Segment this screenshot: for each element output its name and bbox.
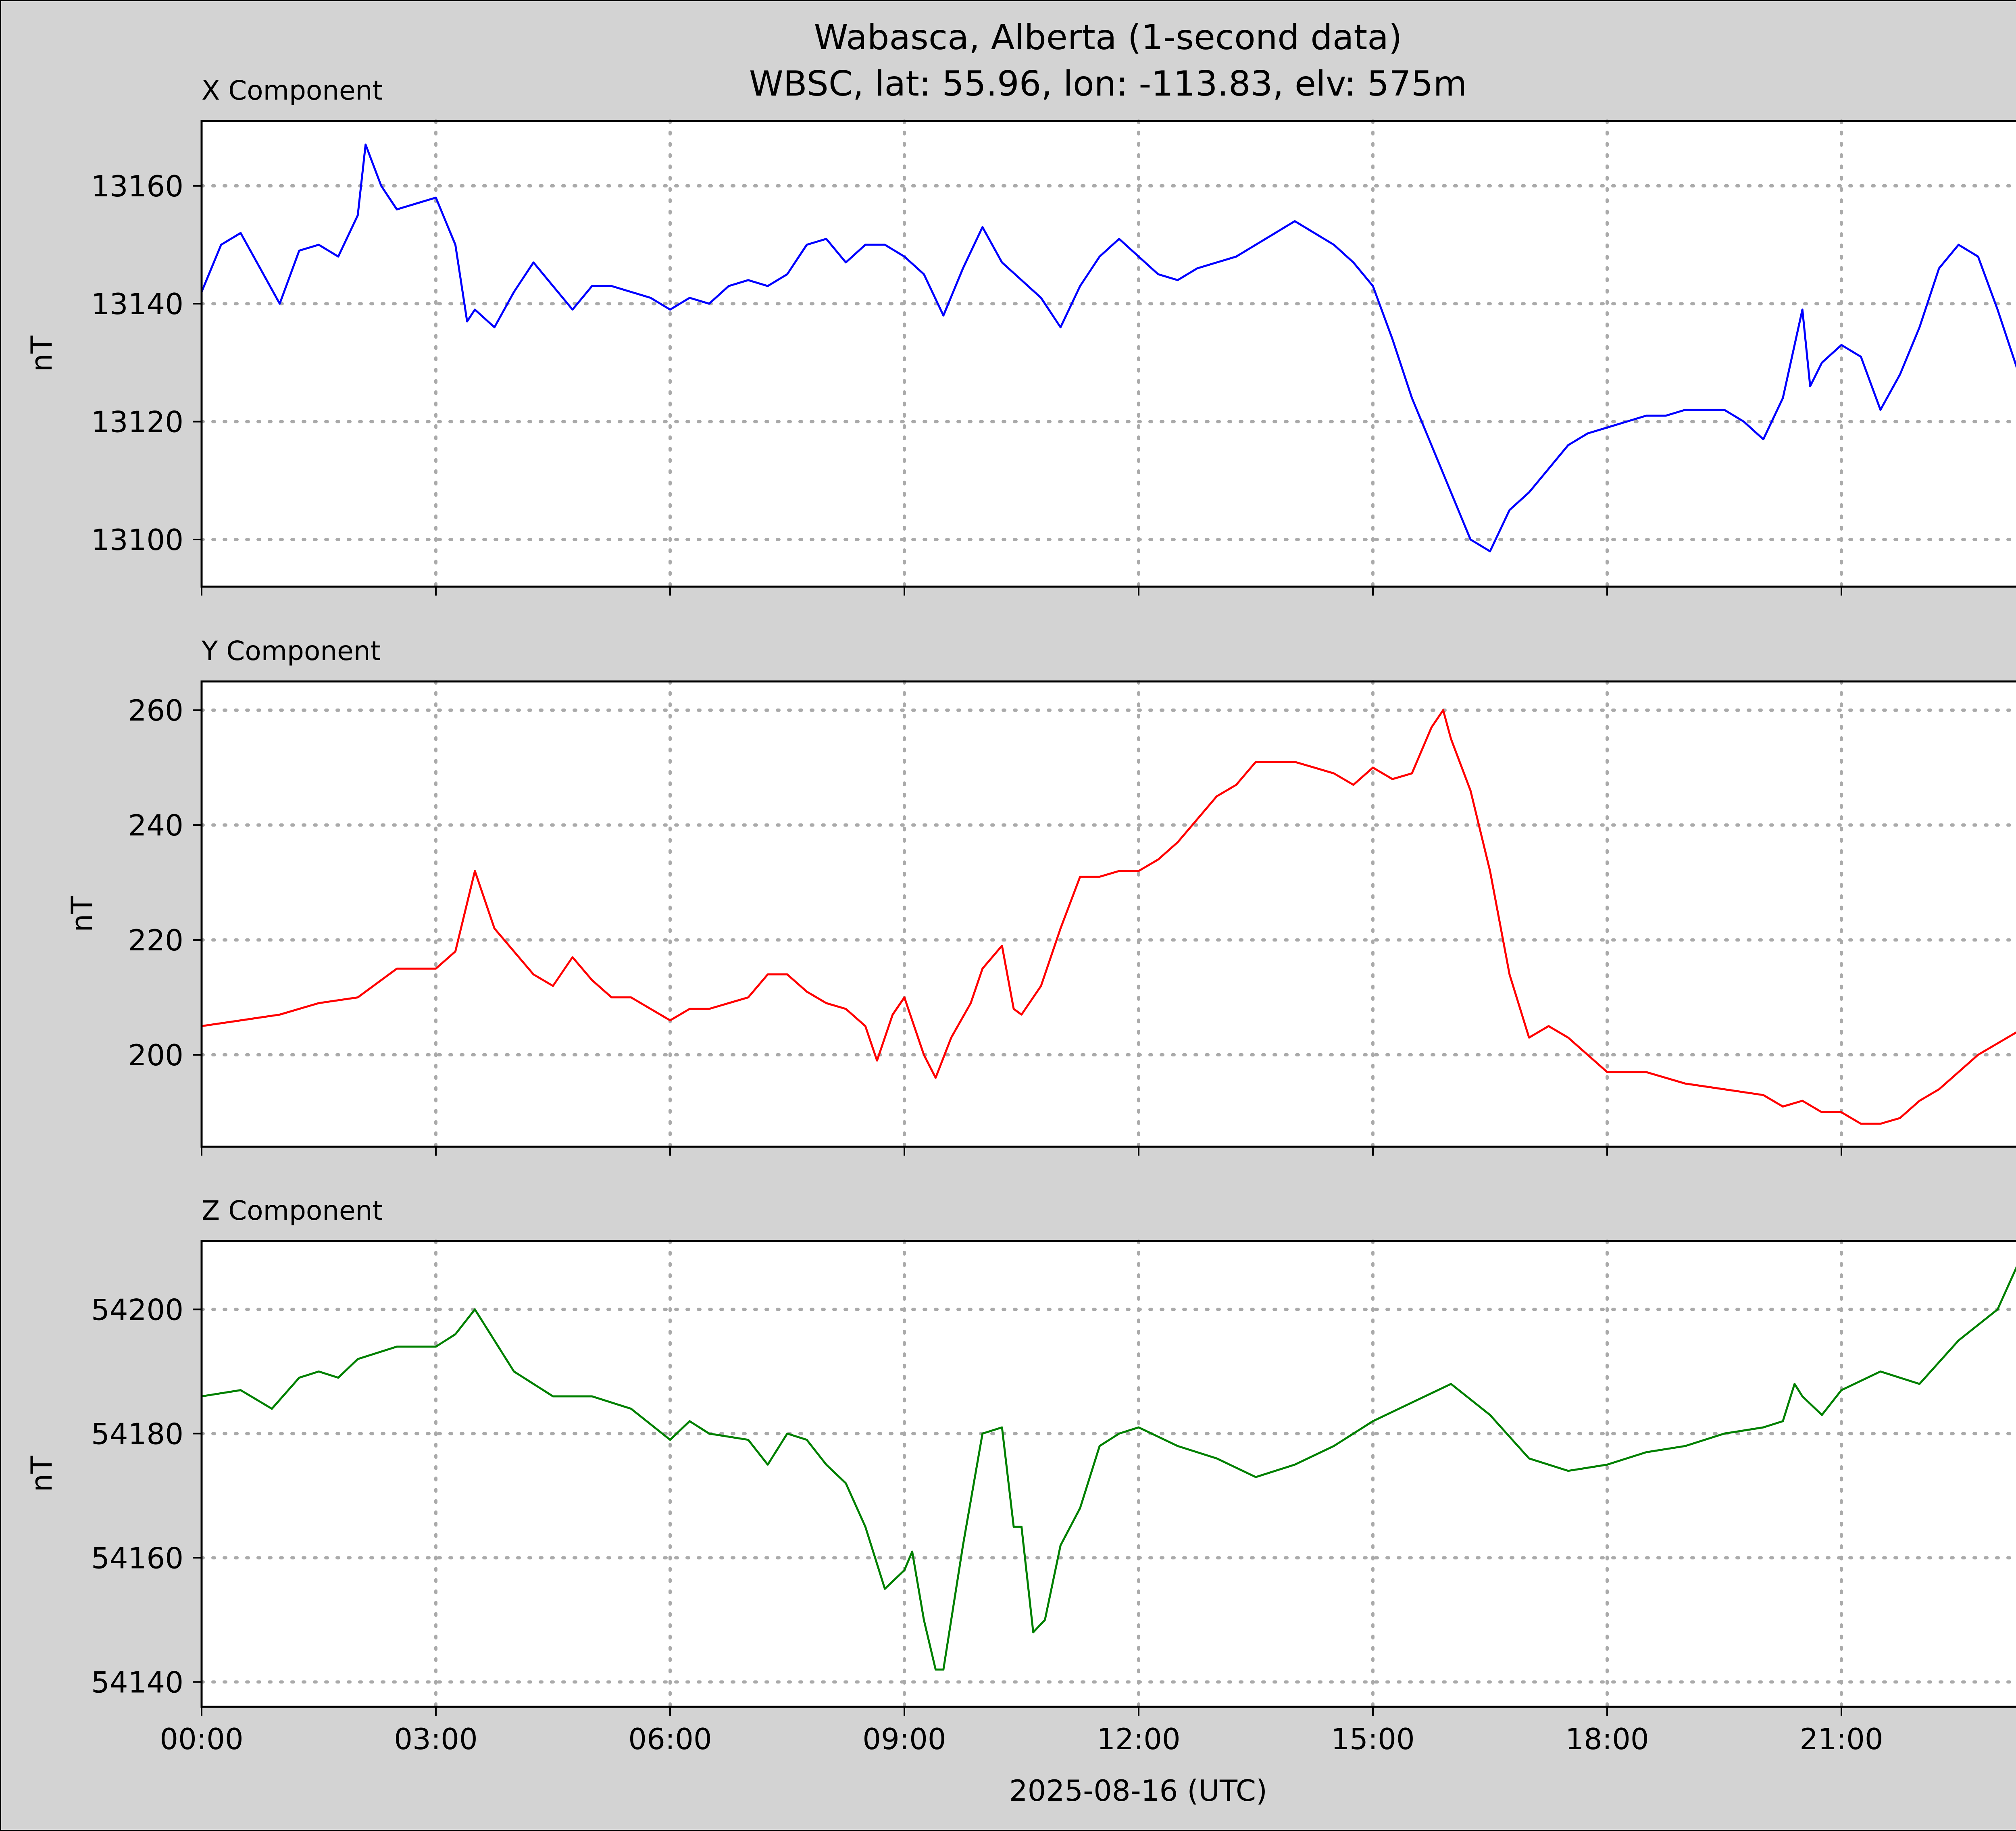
- x-ytick-label: 13160: [91, 169, 183, 203]
- y-ytick-label: 260: [128, 694, 183, 727]
- z-xtick-label: 03:00: [394, 1722, 478, 1756]
- x-axes-frame: [200, 120, 2016, 588]
- y-subplot-title: Y Component: [201, 635, 381, 667]
- x-ytick-label: 13120: [91, 405, 183, 439]
- z-xtick-label: 00:00: [160, 1722, 244, 1756]
- y-plot-area: [202, 681, 2016, 1147]
- z-axes-frame: [200, 1240, 2016, 1708]
- y-ytick-label: 220: [128, 923, 183, 957]
- figure-title-line2: WBSC, lat: 55.96, lon: -113.83, elv: 575…: [749, 64, 1467, 104]
- z-xtick-label: 09:00: [862, 1722, 946, 1756]
- z-ytick-label: 54160: [91, 1541, 183, 1575]
- z-ytick-label: 54140: [91, 1665, 183, 1699]
- z-xtick-label: 18:00: [1565, 1722, 1649, 1756]
- z-xtick-label: 12:00: [1097, 1722, 1181, 1756]
- z-series-line: [201, 1266, 2016, 1671]
- y-component-panel: 200 220 240 260 Y Component nT: [65, 635, 2016, 1156]
- x-axis-label: 2025-08-16 (UTC): [1009, 1774, 1267, 1808]
- z-xtick-label: 21:00: [1799, 1722, 1883, 1756]
- y-ytick-label: 200: [128, 1038, 183, 1072]
- x-subplot-title: X Component: [202, 75, 383, 106]
- z-y-axis-label: nT: [25, 1456, 58, 1492]
- z-ytick-label: 54180: [91, 1417, 183, 1451]
- x-series-line: [200, 144, 2016, 552]
- z-xtick-label: 06:00: [628, 1722, 712, 1756]
- z-subplot-title: Z Component: [202, 1195, 383, 1226]
- x-ytick-label: 13100: [91, 523, 183, 557]
- z-xtick-label: 15:00: [1331, 1722, 1415, 1756]
- figure-title-line1: Wabasca, Alberta (1-second data): [814, 17, 1402, 58]
- y-ytick-label: 240: [128, 808, 183, 842]
- z-plot-area: [202, 1241, 2016, 1707]
- z-ytick-label: 54200: [91, 1293, 183, 1327]
- z-component-panel: 54140 54160 54180 54200 00:00 03:00 06:00 09:00…: [25, 1195, 2016, 1756]
- x-ytick-label: 13140: [91, 287, 183, 321]
- y-series-line: [201, 709, 2016, 1125]
- x-component-panel: 13100 13120 13140 13160 X Component nT: [25, 75, 2016, 596]
- x-y-axis-label: nT: [25, 335, 58, 372]
- y-y-axis-label: nT: [65, 896, 99, 932]
- x-plot-area: [202, 121, 2016, 587]
- y-axes-frame: [200, 680, 2016, 1148]
